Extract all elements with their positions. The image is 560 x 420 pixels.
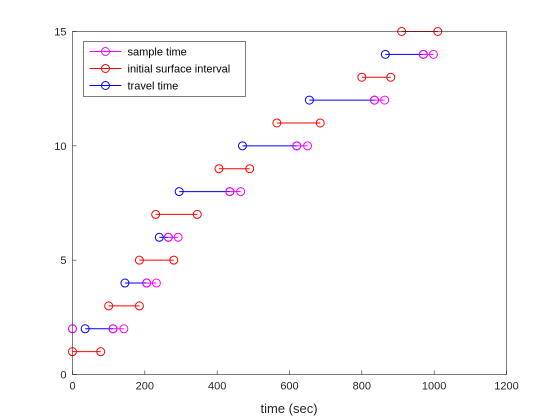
- data-point: [245, 164, 255, 174]
- data-point: [80, 324, 90, 334]
- legend-entry: travel time: [89, 81, 179, 93]
- legend-marker: [101, 64, 110, 73]
- y-tick-label: 5: [60, 255, 66, 267]
- legend: sample time initial surface interval trave…: [83, 41, 246, 97]
- data-layer: [68, 27, 443, 357]
- data-point: [151, 278, 161, 288]
- data-point: [173, 232, 183, 242]
- data-point: [120, 278, 130, 288]
- data-point: [380, 49, 390, 59]
- data-point: [192, 209, 202, 219]
- data-point: [174, 187, 184, 197]
- data-point: [357, 72, 367, 82]
- data-point: [151, 209, 161, 219]
- x-tick-label: 800: [353, 381, 371, 393]
- data-point: [428, 49, 438, 59]
- data-point: [386, 72, 396, 82]
- data-point: [315, 118, 325, 128]
- x-tick-label: 0: [69, 381, 75, 393]
- legend-marker: [101, 81, 110, 90]
- data-point: [303, 141, 313, 151]
- data-point: [418, 49, 428, 59]
- x-tick-label: 1200: [494, 381, 518, 393]
- data-point: [214, 164, 224, 174]
- x-tick-label: 600: [280, 381, 298, 393]
- data-point: [292, 141, 302, 151]
- data-point: [119, 324, 129, 334]
- data-point: [134, 301, 144, 311]
- axis-ticks: 0 200 400 600 800 1000 1200 0 5 10 15: [54, 27, 518, 393]
- x-tick-label: 200: [136, 381, 154, 393]
- legend-label: initial surface interval: [128, 64, 231, 76]
- data-point: [272, 118, 282, 128]
- y-tick-label: 15: [54, 27, 66, 39]
- legend-marker: [101, 47, 110, 56]
- data-point: [96, 347, 106, 357]
- legend-entry: initial surface interval: [89, 64, 231, 76]
- data-point: [108, 324, 118, 334]
- legend-label: travel time: [128, 81, 179, 93]
- data-point: [225, 187, 235, 197]
- data-point: [369, 95, 379, 105]
- data-point: [154, 232, 164, 242]
- x-tick-label: 1000: [422, 381, 446, 393]
- y-tick-label: 0: [60, 370, 66, 382]
- y-tick-label: 10: [54, 141, 66, 153]
- legend-label: sample time: [128, 47, 187, 59]
- data-point: [169, 255, 179, 265]
- x-axis-label: time (sec): [260, 401, 317, 416]
- data-point: [104, 301, 114, 311]
- data-point: [142, 278, 152, 288]
- data-point: [134, 255, 144, 265]
- data-point: [304, 95, 314, 105]
- data-point: [163, 232, 173, 242]
- data-point: [236, 187, 246, 197]
- data-point: [380, 95, 390, 105]
- legend-entry: sample time: [89, 47, 187, 59]
- x-tick-label: 400: [208, 381, 226, 393]
- data-point: [237, 141, 247, 151]
